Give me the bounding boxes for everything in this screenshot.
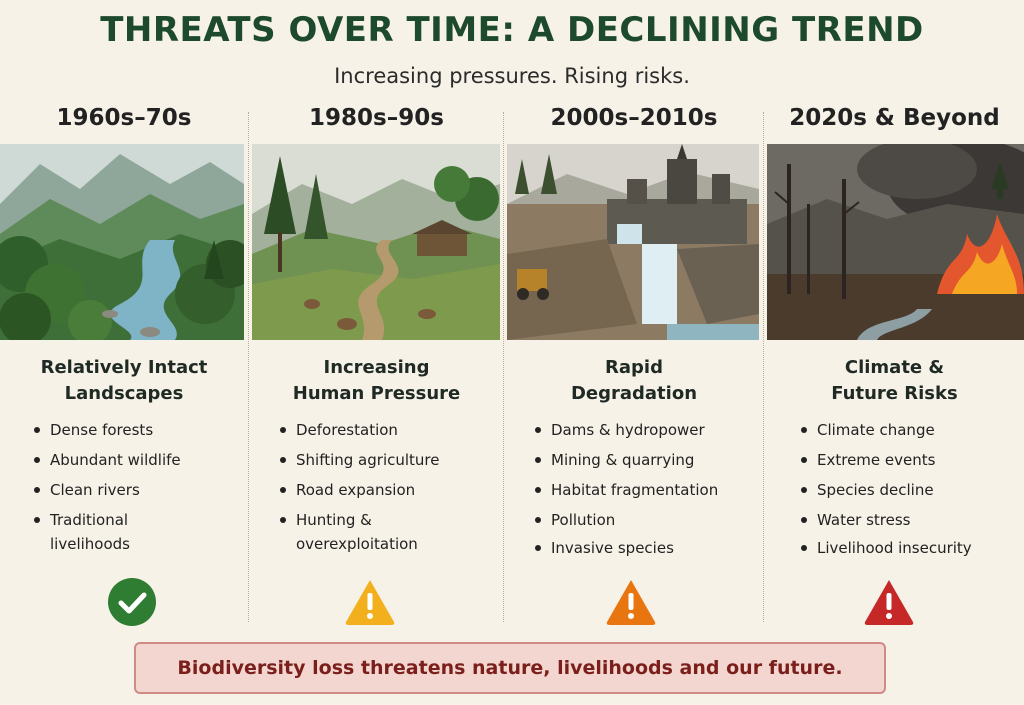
list-item: Extreme events xyxy=(799,448,1019,472)
warning-triangle-icon xyxy=(605,576,657,628)
threat-list: Climate change Extreme events Species de… xyxy=(799,418,1019,566)
warning-triangle-icon xyxy=(344,576,396,628)
list-item: Species decline xyxy=(799,478,1019,502)
list-item: Abundant wildlife xyxy=(32,448,242,472)
banner-text: Biodiversity loss threatens nature, live… xyxy=(177,657,843,679)
column-heading-line: Future Risks xyxy=(831,383,958,404)
list-item: Hunting & overexploitation xyxy=(278,508,428,556)
conclusion-banner: Biodiversity loss threatens nature, live… xyxy=(134,642,886,694)
list-item: Dams & hydropower xyxy=(533,418,761,442)
column-heading-line: Degradation xyxy=(570,383,698,404)
column-1960s: 1960s–70s Relatively Intact Lands xyxy=(0,100,248,640)
column-heading-line: Relatively Intact xyxy=(40,357,208,378)
column-1980s: 1980s–90s Increasing Hum xyxy=(250,100,503,640)
period-label: 2000s–2010s xyxy=(550,105,718,131)
column-heading: Climate & Future Risks xyxy=(765,355,1024,407)
list-item: Invasive species xyxy=(533,536,761,560)
rapid-degradation-image xyxy=(507,144,759,340)
page-title: THREATS OVER TIME: A DECLINING TREND xyxy=(100,10,924,50)
threat-list: Dams & hydropower Mining & quarrying Hab… xyxy=(533,418,761,566)
column-divider xyxy=(248,112,249,622)
list-item: Climate change xyxy=(799,418,1019,442)
column-heading: Increasing Human Pressure xyxy=(250,355,503,407)
human-pressure-image xyxy=(252,144,500,340)
list-item: Water stress xyxy=(799,508,1019,532)
column-2020s: 2020s & Beyond Climate & xyxy=(765,100,1024,640)
list-item: Livelihood insecurity xyxy=(799,536,1019,560)
climate-risk-image xyxy=(767,144,1024,340)
intact-landscape-image xyxy=(0,144,244,340)
list-item: Shifting agriculture xyxy=(278,448,498,472)
list-item: Road expansion xyxy=(278,478,498,502)
list-item: Dense forests xyxy=(32,418,242,442)
column-heading: Rapid Degradation xyxy=(505,355,763,407)
list-item: Habitat fragmentation xyxy=(533,478,761,502)
column-heading: Relatively Intact Landscapes xyxy=(0,355,248,407)
column-2000s: 2000s–2010s xyxy=(505,100,763,640)
list-item: Mining & quarrying xyxy=(533,448,761,472)
timeline-columns: 1960s–70s Relatively Intact Lands xyxy=(0,100,1024,640)
check-circle-icon xyxy=(106,576,158,628)
list-item: Pollution xyxy=(533,508,761,532)
period-label: 2020s & Beyond xyxy=(789,105,1000,131)
column-heading-line: Human Pressure xyxy=(292,383,461,404)
column-heading-line: Rapid xyxy=(605,357,663,378)
threat-list: Deforestation Shifting agriculture Road … xyxy=(278,418,498,562)
column-heading-line: Climate & xyxy=(844,357,945,378)
column-divider xyxy=(503,112,504,622)
list-item: Traditional livelihoods xyxy=(32,508,152,556)
threat-list: Dense forests Abundant wildlife Clean ri… xyxy=(32,418,242,562)
column-heading-line: Landscapes xyxy=(64,383,184,404)
warning-triangle-icon xyxy=(863,576,915,628)
column-heading-line: Increasing xyxy=(323,357,430,378)
column-divider xyxy=(763,112,764,622)
page-subtitle: Increasing pressures. Rising risks. xyxy=(334,64,690,88)
list-item: Clean rivers xyxy=(32,478,242,502)
period-label: 1980s–90s xyxy=(309,105,444,131)
period-label: 1960s–70s xyxy=(56,105,192,131)
list-item: Deforestation xyxy=(278,418,498,442)
